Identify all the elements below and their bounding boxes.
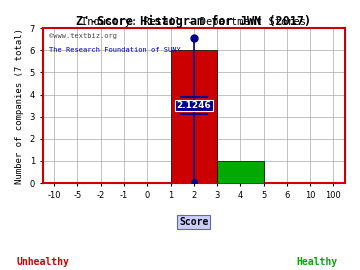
Y-axis label: Number of companies (7 total): Number of companies (7 total) [15,28,24,184]
Text: Healthy: Healthy [296,257,337,267]
Text: Score: Score [179,217,208,227]
Bar [217,161,264,183]
Text: Unhealthy: Unhealthy [17,257,69,267]
Text: 2.1246: 2.1246 [176,101,211,110]
Text: Industry: Retail - Department Stores: Industry: Retail - Department Stores [81,16,306,26]
Bar [171,50,217,183]
Text: The Research Foundation of SUNY: The Research Foundation of SUNY [49,47,180,53]
Text: ©www.textbiz.org: ©www.textbiz.org [49,33,117,39]
Title: Z'-Score Histogram for JWN (2017): Z'-Score Histogram for JWN (2017) [76,15,311,28]
